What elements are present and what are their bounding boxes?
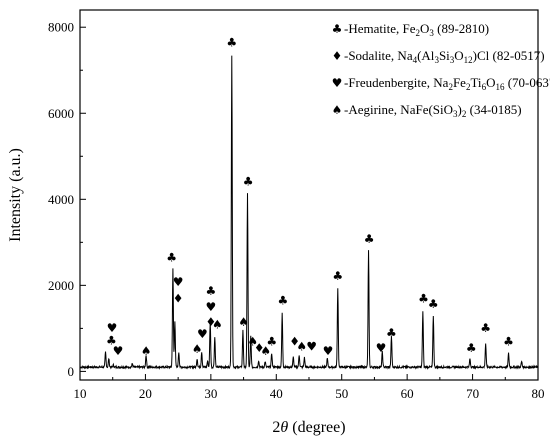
legend-entry-part: 12 xyxy=(464,55,473,65)
phase-marker: ♦ xyxy=(205,315,216,329)
phase-marker: ♣ xyxy=(480,321,491,335)
y-tick-label: 4000 xyxy=(48,192,74,207)
legend-entry: -Sodalite, Na4(Al3Si3O12)Cl (82-0517) xyxy=(344,48,545,65)
legend-entry-part: O xyxy=(486,75,495,90)
legend-entry-part: Ti xyxy=(470,75,481,90)
x-axis-title: 2θ (degree) xyxy=(272,419,345,436)
phase-marker: ♣ xyxy=(266,335,277,349)
x-axis: 10 20 30 40 50 60 70 80 xyxy=(74,374,545,401)
phase-marker: ♣ xyxy=(386,326,397,340)
legend-entry-part: 2 xyxy=(462,109,467,119)
legend-entry-part: 3 xyxy=(434,55,439,65)
legend-entry-part: -Hematite, Fe xyxy=(344,21,416,36)
x-axis-title-suffix: (degree) xyxy=(288,419,345,436)
phase-marker: ♣ xyxy=(428,297,439,311)
y-axis: 0 2000 4000 6000 8000 xyxy=(48,20,86,379)
x-tick-label: 10 xyxy=(74,386,87,401)
phase-marker: ♣ xyxy=(205,284,216,298)
legend-entry-part: -Sodalite, Na xyxy=(344,48,413,63)
x-tick-label: 60 xyxy=(401,386,414,401)
legend-entry-part: (70-0637) xyxy=(504,75,550,90)
phase-marker: ♣ xyxy=(106,334,117,348)
phase-marker: ♥ xyxy=(376,341,387,355)
legend: ♣ -Hematite, Fe2O3 (89-2810)♦ -Sodalite, N… xyxy=(332,21,550,119)
phase-marker: ♥ xyxy=(173,275,184,289)
legend-symbol: ♦ xyxy=(332,49,343,63)
legend-entry-part: -Aegirine, NaFe(SiO xyxy=(344,102,453,117)
phase-marker: ♣ xyxy=(466,341,477,355)
x-tick-label: 40 xyxy=(270,386,283,401)
legend-entry-part: 6 xyxy=(482,82,487,92)
phase-markers: ♣♥♥ ♠♣♥♦♠♥♣♥♦♠♣♠♣♠♦♠♣♣♦♠ ♥ ♥♣♣♥♣♣ ♣♣♣♣ xyxy=(106,36,514,358)
phase-marker: ♠ xyxy=(141,344,152,358)
legend-entry-part: 4 xyxy=(413,55,418,65)
legend-entry-part: 16 xyxy=(495,82,505,92)
phase-marker: ♦ xyxy=(173,292,184,306)
phase-marker: ♣ xyxy=(226,36,237,50)
legend-entry: -Aegirine, NaFe(SiO3)2 (34-0185) xyxy=(344,102,522,119)
phase-marker: ♣ xyxy=(166,251,177,265)
phase-marker: ♣ xyxy=(418,292,429,306)
phase-marker: ♣ xyxy=(503,335,514,349)
diffraction-pattern-line xyxy=(79,55,539,370)
y-tick-label: 2000 xyxy=(48,278,74,293)
x-tick-label: 50 xyxy=(335,386,348,401)
legend-entry-part: (89-2810) xyxy=(434,21,489,36)
phase-marker: ♥ xyxy=(197,327,208,341)
phase-marker: ♦ xyxy=(289,335,300,349)
phase-marker: ♠ xyxy=(296,340,307,354)
legend-entry-part: O xyxy=(454,48,463,63)
phase-marker: ♠ xyxy=(192,342,203,356)
phase-marker: ♥ xyxy=(323,344,334,358)
phase-marker: ♠ xyxy=(238,315,249,329)
legend-entry-part: ) xyxy=(458,102,462,117)
y-tick-label: 0 xyxy=(68,364,75,379)
legend-entry: -Hematite, Fe2O3 (89-2810) xyxy=(344,21,489,38)
legend-symbol: ♠ xyxy=(332,103,343,117)
x-axis-title-var: θ xyxy=(280,419,288,436)
phase-marker: ♣ xyxy=(332,269,343,283)
plot-frame xyxy=(79,9,539,381)
phase-marker: ♣ xyxy=(243,175,254,189)
legend-entry-part: 3 xyxy=(429,28,434,38)
phase-marker: ♥ xyxy=(107,321,118,335)
phase-marker: ♠ xyxy=(260,344,271,358)
legend-entry-part: 3 xyxy=(450,55,455,65)
legend-entry: -Freudenbergite, Na2Fe2Ti6O16 (70-0637) xyxy=(344,75,550,92)
phase-marker: ♠ xyxy=(212,317,223,331)
phase-marker: ♠ xyxy=(247,335,258,349)
legend-entry-part: (Al xyxy=(417,48,435,63)
phase-marker: ♥ xyxy=(113,344,124,358)
phase-marker: ♣ xyxy=(364,232,375,246)
legend-entry-part: O xyxy=(420,21,429,36)
x-axis-title-prefix: 2 xyxy=(272,419,280,436)
x-tick-label: 30 xyxy=(204,386,217,401)
legend-symbol: ♣ xyxy=(332,22,343,36)
x-tick-label: 20 xyxy=(139,386,152,401)
legend-entry-part: 2 xyxy=(448,82,453,92)
y-axis-title: Intensity (a.u.) xyxy=(7,148,24,242)
y-tick-label: 8000 xyxy=(48,20,74,35)
phase-marker: ♦ xyxy=(254,341,265,355)
y-tick-label: 6000 xyxy=(48,106,74,121)
phase-marker: ♥ xyxy=(306,340,317,354)
legend-entry-part: Fe xyxy=(453,75,466,90)
legend-entry-part: 2 xyxy=(415,28,420,38)
phase-marker: ♥ xyxy=(205,300,216,314)
legend-entry-part: )Cl (82-0517) xyxy=(473,48,545,63)
legend-entry-part: 2 xyxy=(466,82,471,92)
legend-entry-part: Si xyxy=(439,48,450,63)
x-tick-label: 70 xyxy=(466,386,479,401)
phase-marker: ♣ xyxy=(277,293,288,307)
legend-symbol: ♥ xyxy=(332,76,343,90)
legend-entry-part: (34-0185) xyxy=(466,102,521,117)
x-tick-label: 80 xyxy=(532,386,545,401)
plot-border xyxy=(79,9,539,381)
legend-entry-part: -Freudenbergite, Na xyxy=(344,75,449,90)
legend-entry-part: 3 xyxy=(453,109,458,119)
